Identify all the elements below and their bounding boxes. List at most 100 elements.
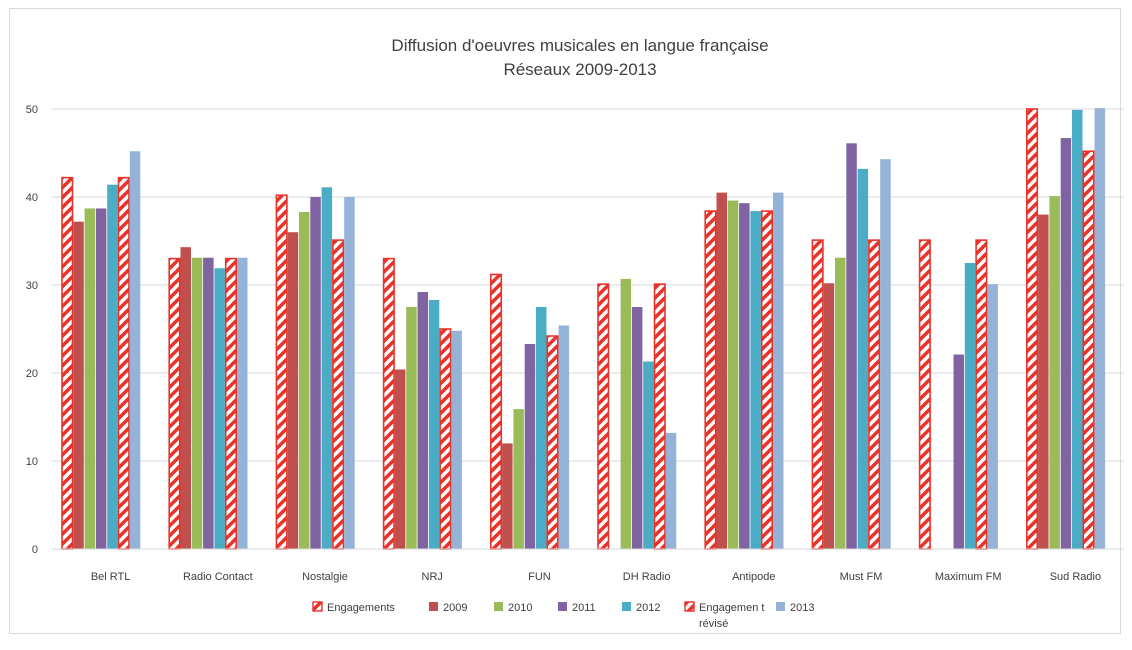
legend-label: révisé [699, 618, 728, 630]
bar-2012-8 [964, 263, 976, 549]
bar-2011-2 [310, 197, 321, 549]
bar-2013-4 [558, 325, 570, 549]
bars [61, 108, 1106, 550]
y-tick-label: 50 [26, 104, 38, 116]
y-tick-label: 0 [32, 544, 38, 556]
bar-2011-3 [417, 292, 428, 549]
bar-2013-2 [344, 197, 355, 549]
legend-swatch [494, 602, 503, 611]
category-group [382, 257, 462, 550]
legend-swatch [312, 601, 323, 612]
chart-title-line-2: Réseaux 2009-2013 [503, 60, 656, 79]
bar-2010-1 [191, 257, 203, 549]
bar-2011-6 [739, 203, 750, 549]
bar-2009-6 [716, 192, 727, 549]
category-label: NRJ [422, 571, 443, 583]
category-label: Maximum FM [935, 571, 1002, 583]
category-label: DH Radio [623, 571, 671, 583]
bar-2012-0 [107, 184, 118, 549]
bar-2012-4 [536, 307, 547, 549]
bar-2009-7 [823, 283, 835, 549]
bar-2013-3 [451, 330, 462, 549]
legend-label: 2011 [572, 602, 596, 614]
y-tick-label: 20 [26, 368, 38, 380]
bar-2011-9 [1060, 138, 1072, 550]
y-tick-label: 40 [26, 192, 38, 204]
bar-2012-7 [857, 168, 869, 549]
legend-item: Engagemen t révisé [684, 601, 764, 630]
y-axis-ticks: 0 10 20 30 40 50 [26, 104, 38, 556]
bar-2009-0 [73, 221, 84, 549]
bar-2010-2 [299, 211, 310, 549]
category-group [61, 151, 141, 550]
bar-2010-7 [835, 257, 846, 549]
legend-label: 2012 [636, 602, 660, 614]
category-group [811, 143, 891, 550]
legend-label: Engagements [327, 602, 395, 614]
bar-2009-9 [1038, 214, 1049, 549]
x-axis: Bel RTL Radio Contact Nostalgie NRJ FUN DH Ra… [52, 548, 1124, 583]
legend: Engagements 2009 2010 2011 2012 Engagemen t ré… [312, 601, 814, 630]
bar-2011-0 [95, 208, 107, 549]
legend-item: 2013 [776, 602, 814, 614]
legend-swatch [622, 602, 631, 611]
y-tick-label: 30 [26, 280, 38, 292]
bar-2011-7 [846, 143, 857, 549]
category-label: FUN [528, 571, 551, 583]
bar-2012-3 [428, 299, 440, 549]
category-label: Must FM [840, 571, 883, 583]
legend-label: 2010 [508, 602, 532, 614]
bar-2012-5 [643, 361, 654, 549]
legend-item: 2011 [558, 602, 596, 614]
bar-2010-6 [727, 200, 739, 549]
legend-item: Engagements [312, 601, 395, 614]
bar-2009-2 [287, 232, 299, 549]
category-label: Nostalgie [302, 571, 348, 583]
bar-2011-8 [953, 354, 964, 549]
bar-2009-3 [394, 369, 406, 549]
legend-label: Engagemen t [699, 602, 764, 614]
y-tick-label: 10 [26, 456, 38, 468]
legend-swatch [684, 601, 695, 612]
bar-2013-9 [1094, 108, 1106, 550]
bar-2010-9 [1049, 196, 1060, 549]
bar-2013-0 [129, 151, 141, 550]
bar-2011-1 [203, 257, 214, 549]
bar-2013-7 [880, 159, 891, 549]
chart-title-line-1: Diffusion d'oeuvres musicales en langue … [391, 36, 768, 55]
bar-2013-8 [987, 284, 998, 549]
bar-2013-1 [237, 257, 248, 549]
category-label: Antipode [732, 571, 775, 583]
bar-2012-6 [750, 211, 761, 549]
category-label: Sud Radio [1050, 571, 1101, 583]
bar-2010-0 [84, 208, 96, 549]
chart-frame [9, 8, 1121, 634]
bar-2009-4 [502, 443, 513, 549]
bar-2009-1 [180, 247, 191, 549]
bar-2011-4 [524, 343, 536, 549]
chart-title: Diffusion d'oeuvres musicales en langue … [391, 36, 768, 79]
bar-2010-4 [513, 409, 524, 549]
bar-2010-5 [620, 278, 632, 549]
bar-2013-6 [773, 192, 784, 549]
bar-2011-5 [631, 307, 643, 549]
category-label: Bel RTL [91, 571, 131, 583]
legend-swatch [776, 602, 785, 611]
legend-item: 2010 [494, 602, 532, 614]
legend-swatch [429, 602, 438, 611]
category-group [1026, 108, 1106, 550]
legend-label: 2009 [443, 602, 467, 614]
category-label: Radio Contact [183, 571, 253, 583]
category-group [489, 273, 570, 550]
legend-swatch [558, 602, 567, 611]
legend-item: 2009 [429, 602, 467, 614]
bar-2012-2 [321, 187, 333, 549]
bar-2010-3 [406, 307, 417, 549]
bar-2012-1 [214, 268, 225, 549]
bar-2013-5 [665, 432, 677, 549]
legend-item: 2012 [622, 602, 660, 614]
bar-2012-9 [1072, 109, 1083, 549]
legend-label: 2013 [790, 602, 814, 614]
